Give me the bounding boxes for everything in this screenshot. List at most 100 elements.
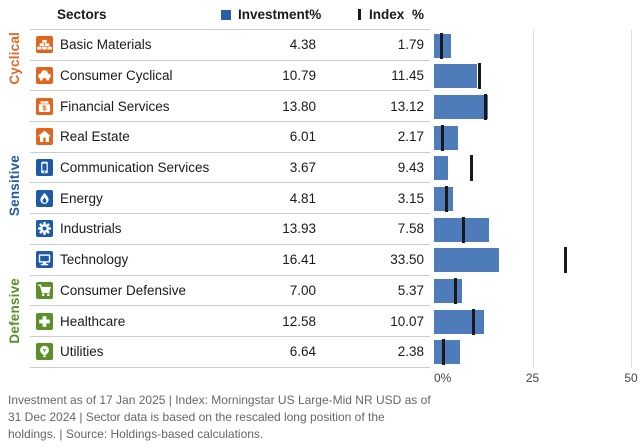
table-row-technology: Technology 16.41 33.50 xyxy=(30,245,430,276)
investment-value: 6.64 xyxy=(289,344,316,360)
industrials-icon xyxy=(36,220,53,238)
investment-value: 10.79 xyxy=(282,68,316,84)
x-axis: 0% 25 50 xyxy=(430,368,643,386)
footnote: Investment as of 17 Jan 2025 | Index: Mo… xyxy=(8,393,431,441)
sector-label: Real Estate xyxy=(60,129,130,145)
sector-label: Technology xyxy=(60,252,129,268)
investment-legend-swatch-icon xyxy=(221,9,231,20)
investment-value: 4.81 xyxy=(289,190,316,206)
investment-bar xyxy=(434,340,461,365)
chart-row-financial-services xyxy=(430,91,643,122)
index-column-header: Index % xyxy=(316,7,424,22)
real-estate-icon xyxy=(36,128,53,146)
index-tick-marker xyxy=(469,155,473,182)
investment-bar xyxy=(434,186,453,211)
investment-bar xyxy=(434,248,499,273)
group-label-sensitive: Sensitive xyxy=(7,154,22,216)
chart-row-industrials xyxy=(430,214,643,245)
chart-row-technology xyxy=(430,245,643,276)
gridline-50 xyxy=(631,30,632,368)
index-header-label: Index xyxy=(369,7,405,22)
investment-bar xyxy=(434,33,452,58)
index-value: 5.37 xyxy=(397,282,424,298)
index-legend-tick-icon xyxy=(358,9,361,20)
sector-label: Financial Services xyxy=(60,98,170,114)
investment-bar xyxy=(434,125,458,150)
table-header: Sectors Investment % Index % xyxy=(30,0,430,30)
index-value: 1.79 xyxy=(397,37,424,53)
sector-label: Healthcare xyxy=(60,313,126,329)
index-tick-marker xyxy=(472,308,476,335)
x-axis-tick-25: 25 xyxy=(525,370,540,385)
index-tick-marker xyxy=(477,63,481,90)
index-tick-marker xyxy=(444,185,448,212)
investment-bar xyxy=(434,94,489,119)
sector-label: Basic Materials xyxy=(60,37,152,53)
sectors-table: Sectors Investment % Index % Basic Mater… xyxy=(30,0,430,368)
gridline-25 xyxy=(532,30,534,368)
chart-row-consumer-defensive xyxy=(430,276,643,307)
investment-bar xyxy=(434,64,477,89)
chart-row-energy xyxy=(430,183,643,214)
index-value: 9.43 xyxy=(397,160,424,176)
table-row-real-estate: Real Estate 6.01 2.17 xyxy=(30,122,430,153)
investment-bar xyxy=(434,217,489,242)
chart-row-basic-materials xyxy=(430,30,643,61)
index-value: 11.45 xyxy=(391,68,424,84)
x-axis-tick-50: 50 xyxy=(624,370,638,385)
chart-rows xyxy=(430,30,643,368)
table-row-healthcare: Healthcare 12.58 10.07 xyxy=(30,306,430,337)
group-label-cyclical: Cyclical xyxy=(7,32,22,85)
bar-chart: 0% 25 50 xyxy=(430,0,643,386)
table-row-industrials: Industrials 13.93 7.58 xyxy=(30,214,430,245)
table-row-energy: Energy 4.81 3.15 xyxy=(30,183,430,215)
index-value: 33.50 xyxy=(390,252,424,268)
investment-bar xyxy=(434,156,449,181)
chart-row-real-estate xyxy=(430,122,643,153)
chart-row-consumer-cyclical xyxy=(430,61,643,92)
group-strip: Cyclical Sensitive Defensive xyxy=(0,0,30,386)
investment-value: 13.80 xyxy=(282,98,316,114)
sector-label: Consumer Cyclical xyxy=(60,68,173,84)
investment-percent-sign: % xyxy=(309,7,322,22)
sector-label: Utilities xyxy=(60,344,104,360)
table-row-basic-materials: Basic Materials 4.38 1.79 xyxy=(30,30,430,61)
chart-row-utilities xyxy=(430,337,643,368)
consumer-cyclical-icon xyxy=(36,67,53,85)
table-row-consumer-cyclical: Consumer Cyclical 10.79 11.45 xyxy=(30,61,430,92)
investment-bar xyxy=(434,309,484,334)
investment-value: 3.67 xyxy=(289,160,316,176)
svg-text:$: $ xyxy=(42,103,47,112)
index-value: 7.58 xyxy=(397,221,424,237)
investment-value: 6.01 xyxy=(289,129,316,145)
investment-value: 16.41 xyxy=(282,252,316,268)
investment-value: 7.00 xyxy=(289,282,316,298)
x-axis-tick-0: 0% xyxy=(434,370,452,385)
index-tick-marker xyxy=(441,339,445,366)
index-tick-marker xyxy=(453,278,457,304)
chart-row-communication-services xyxy=(430,153,643,184)
investment-value: 12.58 xyxy=(282,313,316,329)
index-tick-marker xyxy=(564,247,568,274)
healthcare-icon xyxy=(36,312,53,330)
index-value: 13.12 xyxy=(390,98,424,114)
sector-label: Industrials xyxy=(60,221,122,237)
basic-materials-icon xyxy=(36,36,53,54)
energy-icon xyxy=(36,189,53,207)
sector-label: Energy xyxy=(60,190,103,206)
index-tick-marker xyxy=(441,124,445,151)
group-label-defensive: Defensive xyxy=(7,277,22,344)
index-value: 10.07 xyxy=(390,313,424,329)
table-row-consumer-defensive: Consumer Defensive 7.00 5.37 xyxy=(30,276,430,307)
index-value: 3.15 xyxy=(397,190,424,206)
investment-column-header: Investment % xyxy=(212,7,321,22)
index-percent-sign: % xyxy=(411,7,424,22)
consumer-defensive-icon xyxy=(36,281,53,299)
investment-header-label: Investment xyxy=(238,7,310,22)
main-area: Cyclical Sensitive Defensive Sectors Inves… xyxy=(0,0,643,386)
index-value: 2.17 xyxy=(397,129,424,145)
financial-services-icon: $ xyxy=(36,97,53,115)
sector-label: Consumer Defensive xyxy=(60,282,187,298)
investment-bar xyxy=(434,279,462,303)
